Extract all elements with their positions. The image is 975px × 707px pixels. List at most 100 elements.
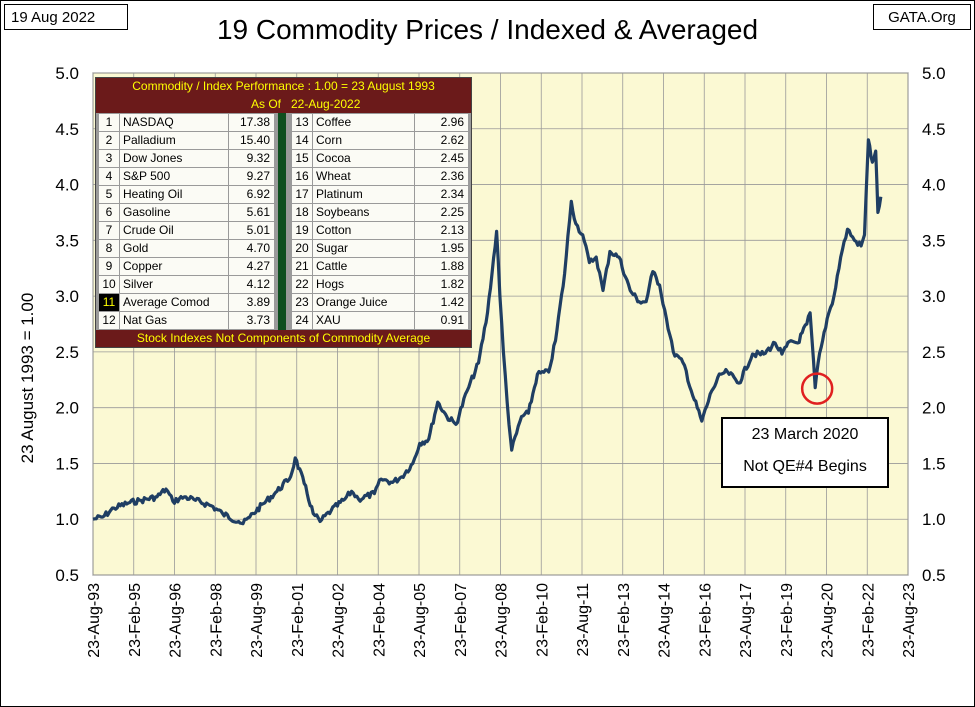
table-commodity: Wheat (313, 168, 414, 185)
y-tick-label: 2.0 (55, 399, 79, 418)
y-tick-label: 3.0 (922, 287, 946, 306)
table-value: 2.25 (415, 204, 468, 221)
y-tick-label: 2.5 (922, 343, 946, 362)
table-value: 1.82 (415, 276, 468, 293)
table-rank: 13 (292, 114, 312, 131)
x-tick-label: 23-Aug-93 (86, 583, 103, 658)
y-axis-label: 23 August 1993 = 1.00 (18, 292, 37, 464)
table-row: 4 S&P 500 9.27 16 Wheat 2.36 (96, 168, 471, 186)
table-rank: 7 (99, 222, 119, 239)
y-tick-label: 3.5 (55, 231, 79, 250)
table-commodity: Crude Oil (120, 222, 228, 239)
y-tick-label: 4.5 (55, 120, 79, 139)
table-value: 2.13 (415, 222, 468, 239)
table-rank: 6 (99, 204, 119, 221)
table-value: 2.34 (415, 186, 468, 203)
table-value: 1.42 (415, 294, 468, 311)
site-box: GATA.Org (873, 4, 971, 30)
table-commodity: Gold (120, 240, 228, 257)
table-commodity: Nat Gas (120, 312, 228, 329)
table-commodity: Soybeans (313, 204, 414, 221)
table-rank: 10 (99, 276, 119, 293)
table-row: 11 Average Comod 3.89 23 Orange Juice 1.42 (96, 294, 471, 312)
x-tick-label: 23-Aug-14 (657, 583, 674, 658)
y-tick-label: 1.0 (55, 510, 79, 529)
table-row: 5 Heating Oil 6.92 17 Platinum 2.34 (96, 186, 471, 204)
march-2020-circle (800, 372, 834, 405)
table-value: 9.27 (229, 168, 274, 185)
table-commodity: Coffee (313, 114, 414, 131)
table-rows: 1 NASDAQ 17.38 13 Coffee 2.96 2 Palladium 15.40 1… (96, 113, 471, 330)
table-commodity: Cocoa (313, 150, 414, 167)
table-commodity: NASDAQ (120, 114, 228, 131)
table-value: 0.91 (415, 312, 468, 329)
x-tick-label: 23-Feb-98 (208, 583, 225, 657)
x-tick-label: 23-Aug-96 (168, 583, 185, 658)
table-value: 3.89 (229, 294, 274, 311)
table-row: 3 Dow Jones 9.32 15 Cocoa 2.45 (96, 150, 471, 168)
table-value: 4.27 (229, 258, 274, 275)
annotation-box: 23 March 2020 Not QE#4 Begins (721, 417, 889, 488)
x-tick-label: 23-Aug-11 (575, 583, 592, 657)
table-commodity: Hogs (313, 276, 414, 293)
table-rank: 4 (99, 168, 119, 185)
y-tick-label: 0.5 (55, 566, 79, 585)
table-row: 2 Palladium 15.40 14 Corn 2.62 (96, 132, 471, 150)
table-commodity: S&P 500 (120, 168, 228, 185)
y-tick-label: 5.0 (55, 64, 79, 83)
table-value: 4.12 (229, 276, 274, 293)
table-commodity: Orange Juice (313, 294, 414, 311)
y-tick-label: 4.5 (922, 120, 946, 139)
table-row: 1 NASDAQ 17.38 13 Coffee 2.96 (96, 114, 471, 132)
table-value: 6.92 (229, 186, 274, 203)
table-footer: Stock Indexes Not Components of Commodit… (96, 330, 471, 347)
table-commodity: Sugar (313, 240, 414, 257)
table-rank: 20 (292, 240, 312, 257)
y-tick-label: 0.5 (922, 566, 946, 585)
table-commodity: Silver (120, 276, 228, 293)
table-commodity: Cotton (313, 222, 414, 239)
x-tick-labels: 23-Aug-93 23-Feb-95 23-Aug-96 23-Feb-98 23-A… (86, 583, 918, 658)
table-rank: 3 (99, 150, 119, 167)
table-row: 8 Gold 4.70 20 Sugar 1.95 (96, 240, 471, 258)
x-tick-label: 23-Feb-19 (779, 583, 796, 657)
x-tick-label: 23-Aug-99 (249, 583, 266, 658)
annotation-text: Not QE#4 Begins (743, 458, 867, 475)
y-tick-label: 2.5 (55, 343, 79, 362)
table-rank: 14 (292, 132, 312, 149)
table-commodity: Average Comod (120, 294, 228, 311)
table-value: 4.70 (229, 240, 274, 257)
x-tick-label: 23-Aug-08 (494, 583, 511, 658)
x-tick-label: 23-Feb-22 (860, 583, 877, 657)
chart-title: 19 Commodity Prices / Indexed & Averaged (216, 14, 759, 45)
table-row: 12 Nat Gas 3.73 24 XAU 0.91 (96, 312, 471, 330)
table-commodity: Cattle (313, 258, 414, 275)
table-value: 9.32 (229, 150, 274, 167)
y-tick-label: 1.5 (55, 454, 79, 473)
table-value: 5.61 (229, 204, 274, 221)
table-commodity: Dow Jones (120, 150, 228, 167)
asof-label: As Of (251, 97, 282, 111)
table-rank: 24 (292, 312, 312, 329)
table-value: 2.96 (415, 114, 468, 131)
table-rank: 19 (292, 222, 312, 239)
y-tick-label: 3.0 (55, 287, 79, 306)
table-value: 15.40 (229, 132, 274, 149)
x-tick-label: 23-Feb-13 (616, 583, 633, 657)
table-rank: 17 (292, 186, 312, 203)
y-tick-label: 2.0 (922, 399, 946, 418)
performance-table: Commodity / Index Performance : 1.00 = 2… (95, 77, 472, 348)
x-tick-label: 23-Aug-20 (820, 583, 837, 658)
table-commodity: Palladium (120, 132, 228, 149)
series-line-average-commodities (92, 138, 883, 526)
x-tick-label: 23-Aug-23 (901, 583, 918, 658)
table-commodity: Copper (120, 258, 228, 275)
table-rank: 21 (292, 258, 312, 275)
x-tick-label: 23-Feb-07 (453, 583, 470, 657)
y-tick-label: 4.0 (922, 176, 946, 195)
asof-date: 22-Aug-2022 (291, 97, 361, 111)
table-value: 3.73 (229, 312, 274, 329)
y-tick-label: 4.0 (55, 176, 79, 195)
annotation-date: 23 March 2020 (751, 426, 859, 443)
x-tick-label: 23-Feb-01 (290, 583, 307, 657)
